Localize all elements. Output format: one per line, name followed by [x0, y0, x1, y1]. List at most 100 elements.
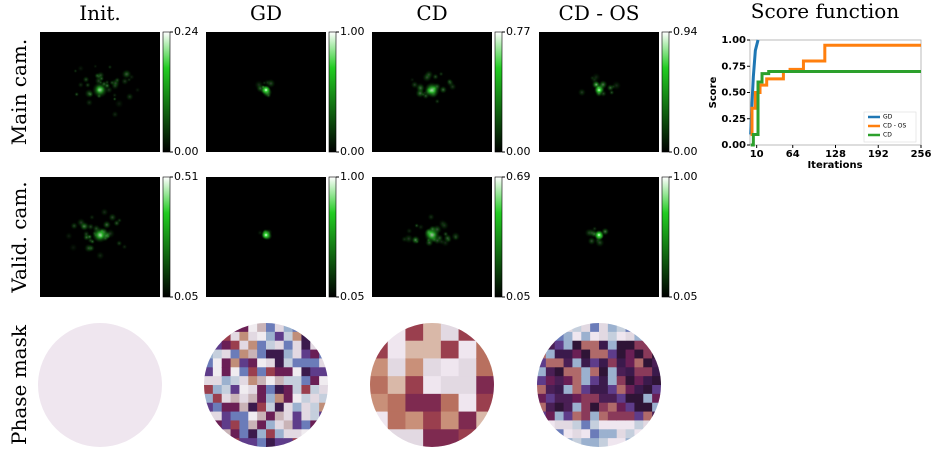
phase-pixel: [213, 358, 222, 367]
spot: [424, 227, 440, 243]
phase-pixel: [546, 412, 555, 421]
phase-pixel: [634, 438, 643, 447]
phase-pixel: [204, 385, 213, 394]
phase-pixel: [537, 341, 546, 350]
phase-pixel: [564, 358, 573, 367]
phase-pixel: [423, 394, 441, 412]
phase-mask: [38, 323, 162, 447]
speckle: [73, 69, 77, 73]
speckle: [439, 72, 444, 77]
phase-pixel: [257, 438, 266, 447]
speckle: [108, 65, 113, 70]
phase-pixel: [476, 376, 494, 394]
phase-pixel: [231, 403, 240, 412]
phase-pixel: [370, 358, 388, 376]
phase-pixel: [231, 420, 240, 429]
speckle: [102, 220, 111, 229]
phase-pixel: [476, 429, 494, 447]
phase-pixel: [608, 420, 617, 429]
column-title: GD: [250, 1, 282, 25]
phase-pixel: [617, 332, 626, 341]
phase-pixel: [248, 403, 257, 412]
phase-pixel: [599, 358, 608, 367]
phase-pixel: [617, 350, 626, 359]
phase-pixel: [257, 394, 266, 403]
phase-pixel: [572, 350, 581, 359]
phase-pixel: [634, 412, 643, 421]
phase-pixel: [652, 403, 661, 412]
phase-pixel: [231, 323, 240, 332]
phase-pixel: [459, 429, 477, 447]
phase-pixel: [581, 438, 590, 447]
legend-label: CD: [883, 132, 892, 139]
phase-pixel: [239, 429, 248, 438]
colorbar-label: 0.51: [174, 170, 199, 183]
phase-pixel: [652, 350, 661, 359]
phase-pixel: [284, 429, 293, 438]
phase-pixel: [275, 350, 284, 359]
phase-pixel: [257, 367, 266, 376]
phase-pixel: [266, 367, 275, 376]
phase-pixel: [222, 412, 231, 421]
phase-pixel: [239, 438, 248, 447]
phase-pixel: [599, 403, 608, 412]
phase-pixel: [572, 420, 581, 429]
phase-pixel: [581, 350, 590, 359]
phase-pixel: [626, 367, 635, 376]
spot: [261, 230, 271, 240]
speckle: [85, 99, 93, 107]
phase-pixel: [599, 412, 608, 421]
phase-pixel: [275, 429, 284, 438]
phase-pixel: [441, 376, 459, 394]
spot: [92, 82, 108, 98]
phase-pixel: [608, 358, 617, 367]
phase-pixel: [599, 350, 608, 359]
phase-pixel: [546, 367, 555, 376]
phase-pixel: [213, 341, 222, 350]
speckle: [77, 65, 84, 72]
phase-pixel: [213, 376, 222, 385]
phase-pixel: [537, 385, 546, 394]
speckle: [415, 240, 419, 244]
phase-pixel: [388, 358, 406, 376]
phase-pixel: [301, 358, 310, 367]
phase-pixel: [572, 429, 581, 438]
row-label: Phase mask: [7, 324, 31, 445]
phase-pixel: [388, 394, 406, 412]
phase-pixel: [370, 412, 388, 430]
speckle: [427, 213, 434, 220]
phase-pixel: [441, 394, 459, 412]
phase-pixel: [231, 376, 240, 385]
phase-pixel: [319, 367, 328, 376]
phase-pixel: [643, 350, 652, 359]
phase-pixel: [319, 341, 328, 350]
speckle: [126, 93, 134, 101]
spot: [594, 230, 604, 240]
speckle: [122, 244, 128, 250]
phase-pixel: [310, 438, 319, 447]
phase-pixel: [537, 367, 546, 376]
phase-pixel: [248, 394, 257, 403]
phase-pixel: [423, 358, 441, 376]
phase-pixel: [555, 350, 564, 359]
phase-pixel: [546, 385, 555, 394]
phase-pixel: [459, 323, 477, 341]
phase-pixel: [310, 358, 319, 367]
phase-pixel: [643, 420, 652, 429]
phase-pixel: [301, 412, 310, 421]
phase-pixel: [222, 358, 231, 367]
phase-pixel: [617, 376, 626, 385]
phase-pixel: [275, 385, 284, 394]
phase-pixel: [239, 385, 248, 394]
phase-pixel: [231, 412, 240, 421]
colorbar-label: 0.77: [506, 25, 531, 38]
phase-pixel: [293, 376, 302, 385]
phase-pixel: [266, 332, 275, 341]
phase-pixel: [643, 341, 652, 350]
phase-pixel: [590, 394, 599, 403]
phase-pixel: [319, 332, 328, 341]
colorbar-label: 0.00: [506, 145, 531, 158]
phase-pixel: [293, 341, 302, 350]
phase-pixel: [388, 412, 406, 430]
phase-pixel: [248, 376, 257, 385]
